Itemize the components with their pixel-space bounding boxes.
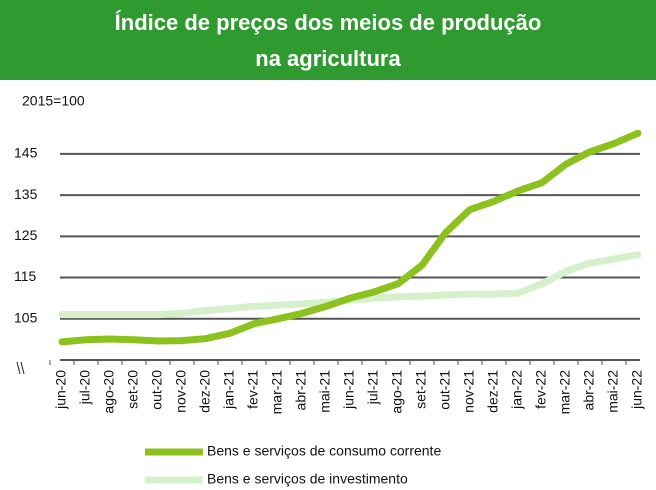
- x-tick-label: jan-21: [221, 370, 237, 410]
- x-tick-label: nov-20: [173, 370, 189, 413]
- axis-break: [16, 361, 25, 375]
- line-series: [58, 129, 642, 346]
- y-tick-label: 115: [14, 268, 37, 284]
- x-tick-label: jul-21: [365, 370, 381, 405]
- x-tick-label: fev-21: [245, 370, 261, 409]
- x-tick-label: jan-22: [509, 370, 525, 410]
- x-tick-label: ago-21: [389, 370, 405, 414]
- legend-label: Bens e serviços de consumo corrente: [207, 443, 441, 459]
- x-tick-label: ago-20: [101, 370, 117, 414]
- x-tick-label: abr-22: [581, 370, 597, 411]
- x-tick-label: fev-22: [533, 370, 549, 409]
- y-tick-label: 125: [14, 227, 38, 243]
- y-tick-label: 105: [14, 309, 38, 325]
- chart-subtitle: 2015=100: [22, 93, 85, 109]
- x-tick-label: set-20: [125, 370, 141, 409]
- x-tick-label: set-21: [413, 370, 429, 409]
- chart-title: Índice de preços dos meios de produção: [115, 10, 542, 35]
- line-series: [58, 251, 642, 319]
- legend-label: Bens e serviços de investimento: [207, 471, 408, 487]
- title-banner: [0, 0, 656, 80]
- x-tick-label: jun-21: [341, 370, 357, 410]
- x-tick-label: mai-21: [317, 370, 333, 413]
- x-tick-label: jun-20: [53, 370, 69, 410]
- y-tick-label: 145: [14, 145, 38, 161]
- x-tick-label: abr-21: [293, 370, 309, 411]
- x-tick-label: mar-21: [269, 370, 285, 415]
- y-tick-label: 135: [14, 186, 38, 202]
- chart-title: na agricultura: [255, 46, 401, 71]
- x-tick-label: out-20: [149, 370, 165, 410]
- x-tick-label: mar-22: [557, 370, 573, 415]
- x-tick-label: mai-22: [605, 370, 621, 413]
- x-tick-label: nov-21: [461, 370, 477, 413]
- x-tick-label: out-21: [437, 370, 453, 410]
- x-tick-label: dez-21: [485, 370, 501, 413]
- x-tick-label: jul-20: [77, 370, 93, 405]
- x-tick-label: jun-22: [629, 370, 645, 410]
- x-tick-label: dez-20: [197, 370, 213, 413]
